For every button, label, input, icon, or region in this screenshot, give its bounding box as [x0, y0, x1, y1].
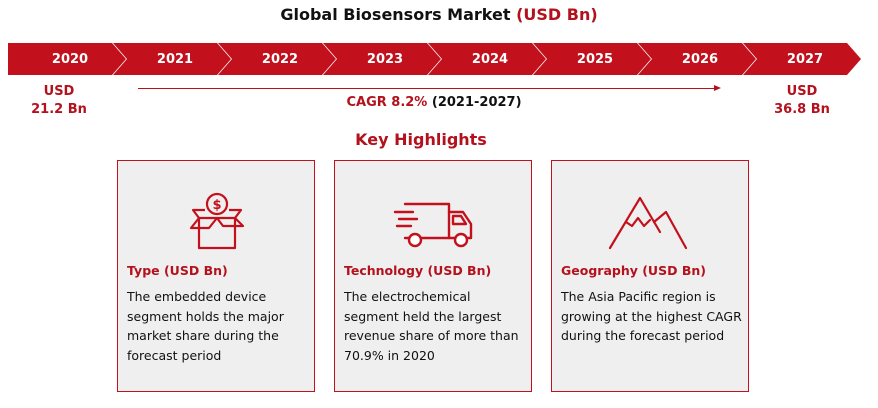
mountain-icon [552, 186, 748, 256]
card-title: Type (USD Bn) [127, 263, 228, 278]
highlight-card-geography: Geography (USD Bn) The Asia Pacific regi… [551, 160, 749, 392]
card-body: The Asia Pacific region is growing at th… [561, 289, 742, 343]
title-main: Global Biosensors Market [280, 5, 511, 24]
end-value-amount: 36.8 Bn [774, 102, 830, 117]
start-value-currency: USD [43, 84, 75, 99]
svg-text:$: $ [212, 198, 221, 213]
key-highlights-title: Key Highlights [355, 130, 487, 149]
cagr-label: CAGR 8.2% (2021-2027) [0, 95, 868, 110]
card-body: The embedded device segment holds the ma… [127, 289, 284, 363]
year-chevron-2026: 2026 [638, 43, 756, 75]
cagr-arrow-head-icon [714, 85, 721, 91]
card-title: Technology (USD Bn) [344, 263, 492, 278]
cagr-period: (2021-2027) [431, 95, 522, 110]
start-value-amount: 21.2 Bn [31, 102, 87, 117]
card-body: The electrochemical segment held the lar… [344, 289, 519, 363]
delivery-truck-icon [335, 186, 531, 256]
cagr-value: CAGR 8.2% [346, 95, 428, 110]
card-title: Geography (USD Bn) [561, 263, 706, 278]
year-timeline: 2020 2021 2022 2023 2024 2025 2026 2027 [8, 43, 863, 75]
year-chevron-2022: 2022 [218, 43, 336, 75]
year-chevron-2025: 2025 [533, 43, 651, 75]
cagr-arrow-line [138, 88, 718, 89]
year-chevron-2020: 2020 [8, 43, 126, 75]
page-title: Global Biosensors Market (USD Bn) [0, 5, 878, 24]
highlight-card-type: $ Type (USD Bn) The embedded device segm… [117, 160, 315, 392]
year-chevron-2023: 2023 [323, 43, 441, 75]
year-chevron-2027: 2027 [743, 43, 861, 75]
highlight-card-technology: Technology (USD Bn) The electrochemical … [334, 160, 532, 392]
title-unit: (USD Bn) [516, 5, 598, 24]
year-chevron-2024: 2024 [428, 43, 546, 75]
money-box-icon: $ [118, 186, 314, 256]
start-value: USD 21.2 Bn [4, 83, 114, 119]
end-value-currency: USD [786, 84, 818, 99]
end-value: USD 36.8 Bn [747, 83, 857, 119]
year-chevron-2021: 2021 [113, 43, 231, 75]
